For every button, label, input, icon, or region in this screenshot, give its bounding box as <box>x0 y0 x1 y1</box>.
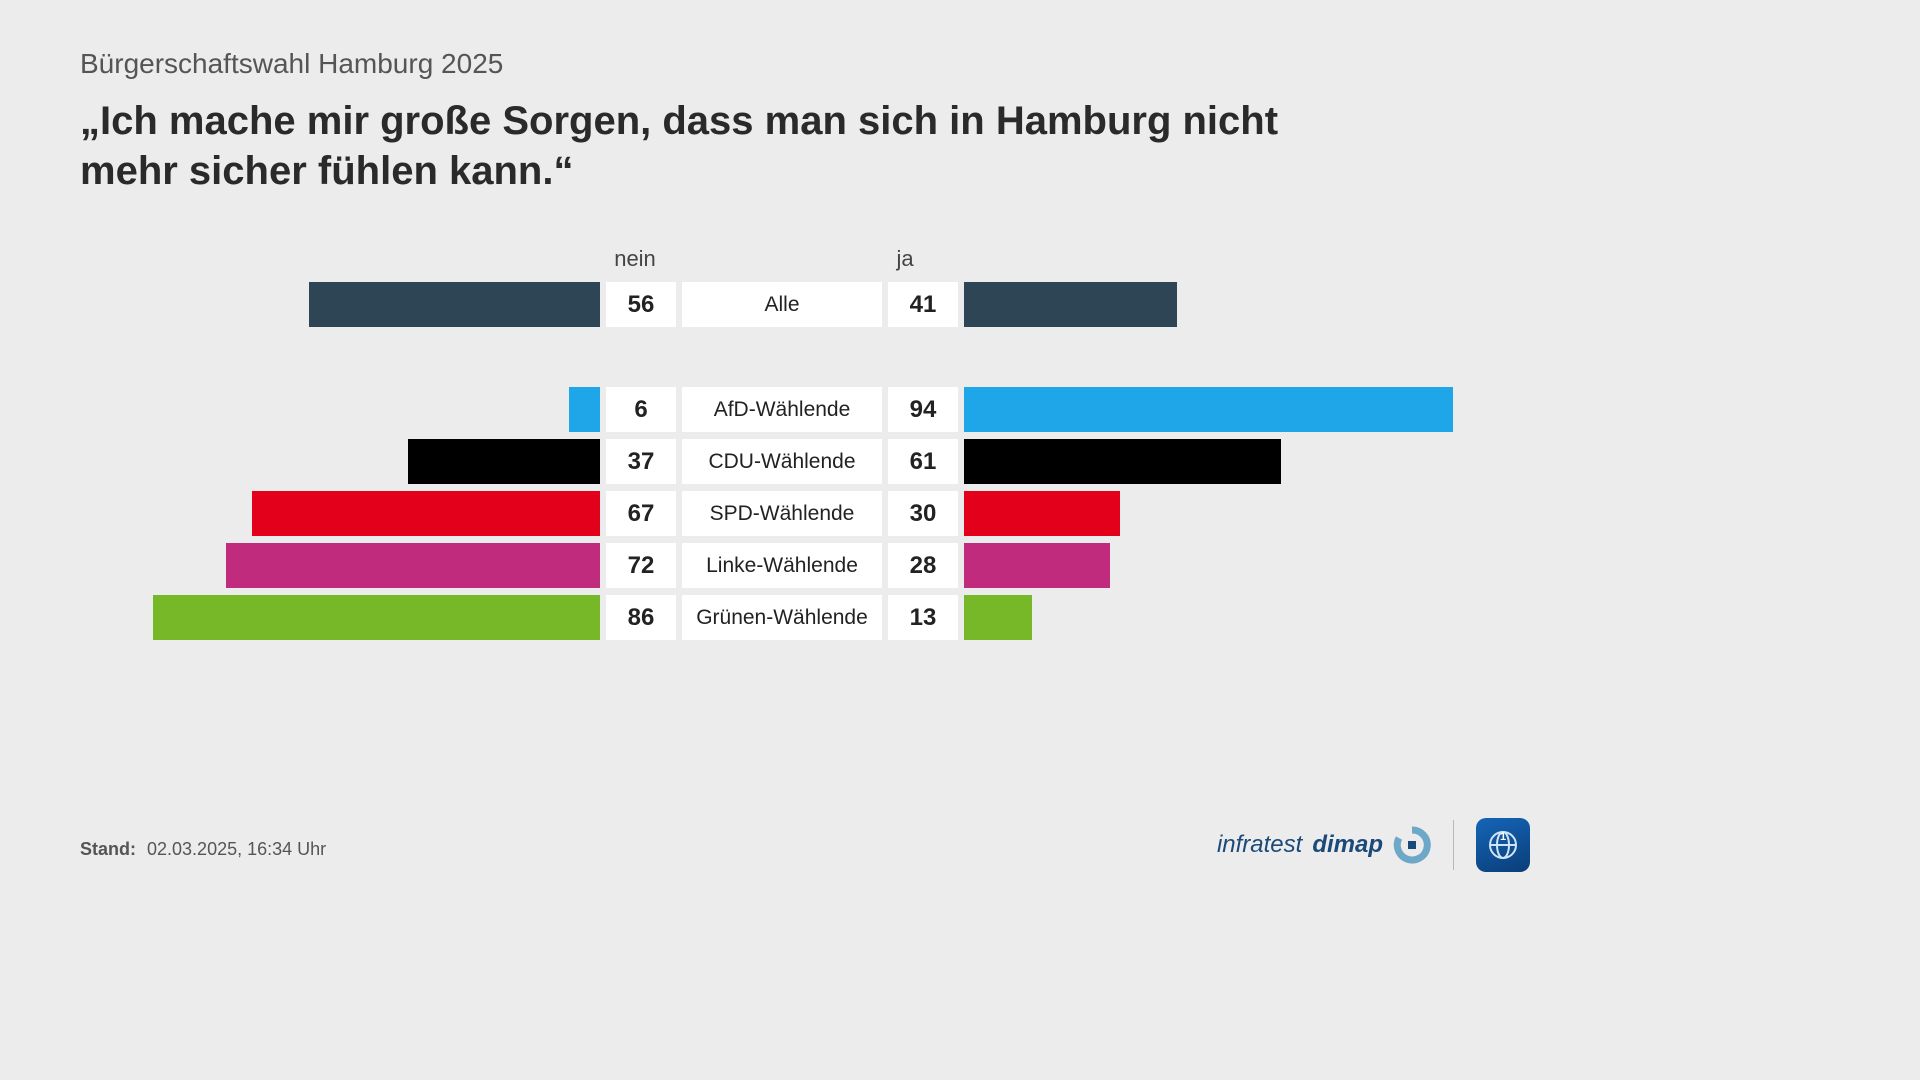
value-nein: 6 <box>606 387 676 432</box>
category-label: Alle <box>682 282 882 327</box>
value-nein: 72 <box>606 543 676 588</box>
value-ja: 30 <box>888 491 958 536</box>
infratest-icon <box>1393 826 1431 864</box>
bar-ja <box>964 387 1453 432</box>
bar-nein <box>226 543 600 588</box>
category-label: Grünen-Wählende <box>682 595 882 640</box>
status-label: Stand: <box>80 839 136 859</box>
bar-nein <box>569 387 600 432</box>
diverging-bar-chart: nein ja 56Alle41 6AfD-Wählende94 37CDU-Wäh… <box>80 246 1520 640</box>
chart-row: 37CDU-Wählende61 <box>80 439 1520 484</box>
value-ja: 41 <box>888 282 958 327</box>
ard-globe-icon: 1 <box>1483 825 1523 865</box>
page-title: „Ich mache mir große Sorgen, dass man si… <box>80 96 1380 196</box>
header-ja: ja <box>870 246 940 272</box>
bar-ja <box>964 282 1177 327</box>
bar-ja <box>964 439 1281 484</box>
value-nein: 56 <box>606 282 676 327</box>
value-ja: 61 <box>888 439 958 484</box>
value-ja: 13 <box>888 595 958 640</box>
chart-row: 67SPD-Wählende30 <box>80 491 1520 536</box>
bar-ja <box>964 543 1110 588</box>
bar-nein <box>252 491 600 536</box>
infratest-word-1: infratest <box>1217 831 1302 859</box>
status-value: 02.03.2025, 16:34 Uhr <box>147 839 326 859</box>
chart-row: 6AfD-Wählende94 <box>80 387 1520 432</box>
chart-row: 86Grünen-Wählende13 <box>80 595 1520 640</box>
ard-logo: 1 <box>1476 818 1530 872</box>
branding-area: infratest dimap 1 <box>1217 818 1530 872</box>
bar-ja <box>964 491 1120 536</box>
category-label: Linke-Wählende <box>682 543 882 588</box>
header-nein: nein <box>600 246 670 272</box>
bar-nein <box>408 439 600 484</box>
chart-row: 56Alle41 <box>80 282 1520 327</box>
chart-headers: nein ja <box>80 246 1520 272</box>
page-subtitle: Bürgerschaftswahl Hamburg 2025 <box>80 48 1520 80</box>
svg-text:1: 1 <box>1500 831 1506 843</box>
logo-divider <box>1453 820 1454 870</box>
status-timestamp: Stand: 02.03.2025, 16:34 Uhr <box>80 839 326 860</box>
value-nein: 67 <box>606 491 676 536</box>
value-nein: 37 <box>606 439 676 484</box>
value-nein: 86 <box>606 595 676 640</box>
category-label: AfD-Wählende <box>682 387 882 432</box>
bar-nein <box>309 282 600 327</box>
value-ja: 28 <box>888 543 958 588</box>
chart-row: 72Linke-Wählende28 <box>80 543 1520 588</box>
category-label: CDU-Wählende <box>682 439 882 484</box>
infratest-dimap-logo: infratest dimap <box>1217 826 1431 864</box>
bar-nein <box>153 595 600 640</box>
category-label: SPD-Wählende <box>682 491 882 536</box>
bar-ja <box>964 595 1032 640</box>
value-ja: 94 <box>888 387 958 432</box>
infratest-word-2: dimap <box>1312 831 1383 859</box>
